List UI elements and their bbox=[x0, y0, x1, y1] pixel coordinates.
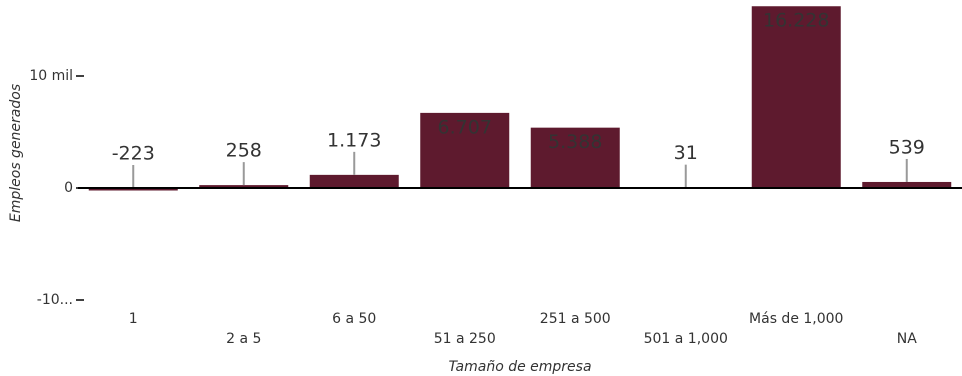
x-tick-label: 2 a 5 bbox=[226, 331, 261, 347]
value-label: 6.707 bbox=[438, 116, 492, 138]
bar bbox=[530, 127, 620, 188]
value-label: 258 bbox=[226, 140, 262, 162]
x-tick-label: 6 a 50 bbox=[332, 311, 376, 327]
x-tick-label: Más de 1,000 bbox=[749, 311, 843, 327]
x-tick-label: NA bbox=[897, 331, 917, 347]
value-label: -223 bbox=[112, 143, 155, 165]
bar bbox=[309, 174, 399, 188]
value-label: 539 bbox=[889, 136, 925, 158]
bar bbox=[199, 185, 289, 188]
y-tick-label: 10 mil bbox=[29, 68, 73, 84]
bar bbox=[751, 6, 841, 189]
bar bbox=[420, 112, 510, 188]
x-axis-title: Tamaño de empresa bbox=[448, 359, 591, 375]
y-axis-title: Empleos generados bbox=[8, 84, 24, 222]
value-label: 5.388 bbox=[548, 131, 602, 153]
x-tick-label: 251 a 500 bbox=[540, 311, 611, 327]
x-tick-label: 1 bbox=[129, 311, 138, 327]
x-tick-label: 501 a 1,000 bbox=[644, 331, 728, 347]
y-tick-label: -10... bbox=[37, 292, 73, 308]
value-label: 31 bbox=[674, 142, 698, 164]
y-tick-label: 0 bbox=[64, 180, 73, 196]
value-label: 16.228 bbox=[763, 10, 829, 32]
value-label: 1.173 bbox=[327, 129, 381, 151]
bar bbox=[88, 188, 178, 191]
bar bbox=[862, 181, 952, 188]
x-tick-label: 51 a 250 bbox=[434, 331, 496, 347]
